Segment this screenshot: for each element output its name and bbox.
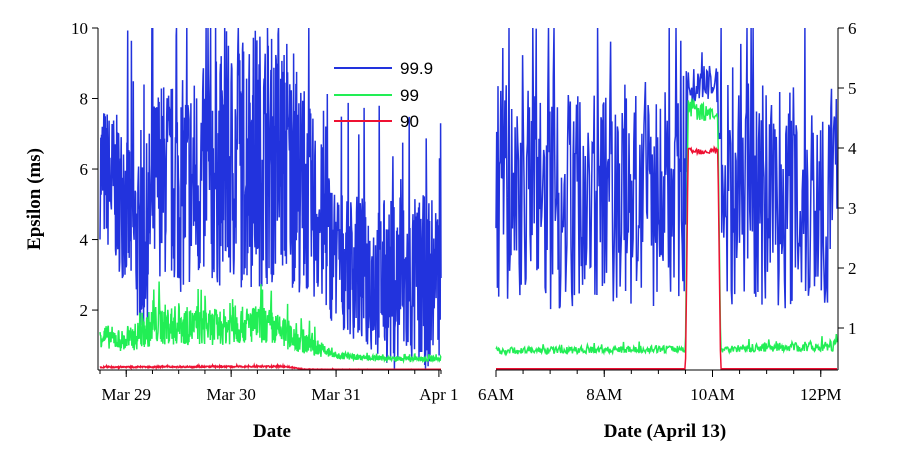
- left-panel: 2 4 6 8 10 Mar 29 Mar 30 Mar 31 Apr 1 Date Epsi…: [24, 19, 459, 442]
- left-x-tick-label: Apr 1: [419, 385, 458, 404]
- right-y-tick-label: 5: [848, 79, 857, 98]
- right-panel: 1 2 3 4 5 6 6AM 8AM 10AM 12PM Date (April 13): [478, 19, 857, 442]
- right-y-tick-label: 4: [848, 139, 857, 158]
- right-series-p90: [496, 145, 837, 370]
- right-y-tick-label: 3: [848, 199, 857, 218]
- right-x-tick-label: 10AM: [690, 385, 734, 404]
- left-series-p99: [99, 281, 442, 365]
- left-y-axis-title: Epsilon (ms): [24, 148, 45, 250]
- legend-label-p999: 99.9: [400, 59, 433, 78]
- right-y-tick-label: 6: [848, 19, 857, 38]
- right-x-ticks: 6AM 8AM 10AM 12PM: [478, 370, 842, 404]
- left-y-tick-label: 2: [80, 301, 89, 320]
- right-x-tick-label: 6AM: [478, 385, 514, 404]
- right-x-tick-label: 8AM: [586, 385, 622, 404]
- left-x-tick-label: Mar 31: [311, 385, 361, 404]
- legend-label-p99: 99: [400, 86, 419, 105]
- right-x-axis-title: Date (April 13): [604, 421, 726, 442]
- left-y-ticks: 2 4 6 8 10: [71, 19, 98, 320]
- legend: 99.9 99 90: [334, 59, 433, 131]
- right-series-p999: [495, 27, 838, 310]
- right-series-p99: [495, 98, 838, 357]
- left-x-axis-title: Date: [253, 421, 291, 442]
- left-plot-area: [99, 27, 442, 371]
- left-y-tick-label: 8: [80, 90, 89, 109]
- left-x-tick-label: Mar 29: [101, 385, 151, 404]
- right-plot-area: [495, 27, 838, 370]
- left-y-tick-label: 6: [80, 160, 89, 179]
- left-x-tick-label: Mar 30: [206, 385, 256, 404]
- right-y-tick-label: 2: [848, 259, 857, 278]
- left-y-tick-label: 10: [71, 19, 88, 38]
- right-x-tick-label: 12PM: [800, 385, 842, 404]
- left-series-p90: [99, 362, 441, 371]
- right-y-tick-label: 1: [848, 319, 857, 338]
- legend-label-p90: 90: [400, 112, 419, 131]
- left-series-p999: [99, 27, 442, 370]
- left-x-ticks: Mar 29 Mar 30 Mar 31 Apr 1: [99, 370, 459, 404]
- left-y-tick-label: 4: [80, 231, 89, 250]
- right-y-ticks: 1 2 3 4 5 6: [838, 19, 857, 338]
